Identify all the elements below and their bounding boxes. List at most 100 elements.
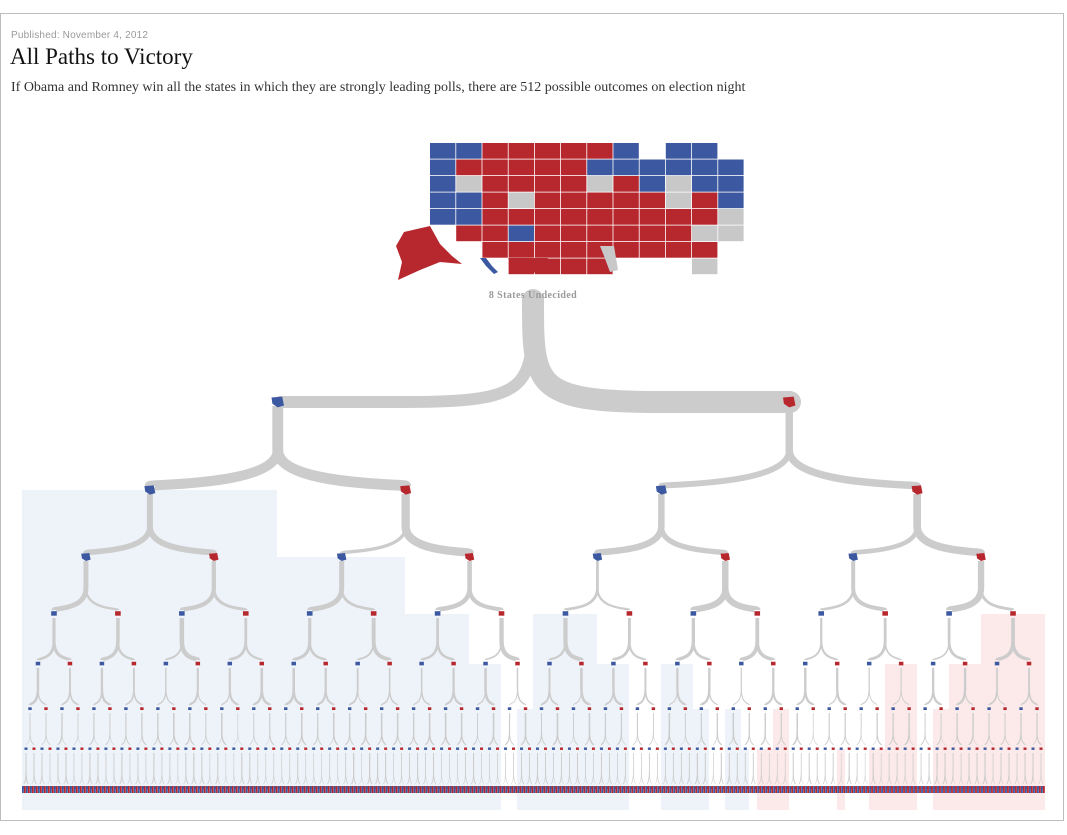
state-node-icon[interactable] [971,707,975,711]
state-node-icon[interactable] [410,786,414,789]
state-node-icon[interactable] [645,786,649,789]
state-node-icon[interactable] [62,786,66,789]
state-node-icon[interactable] [462,786,466,789]
state-node-icon[interactable] [28,707,32,711]
state-node-icon[interactable] [789,786,793,789]
state-node-icon[interactable] [355,661,360,666]
state-node-icon[interactable] [707,661,712,666]
state-node-icon[interactable] [737,786,741,789]
state-node-icon[interactable] [114,786,118,789]
state-node-icon[interactable] [911,485,923,495]
state-node-icon[interactable] [390,786,394,789]
state-node-icon[interactable] [270,786,274,789]
state-node-icon[interactable] [296,747,300,750]
state-node-icon[interactable] [811,707,815,711]
state-node-icon[interactable] [739,661,744,666]
state-node-icon[interactable] [250,786,254,789]
state-node-icon[interactable] [298,786,302,789]
state-node-icon[interactable] [216,747,220,750]
state-node-icon[interactable] [24,747,28,750]
state-node-icon[interactable] [502,786,506,789]
state-node-icon[interactable] [414,786,418,789]
state-node-icon[interactable] [685,786,689,789]
state-node-icon[interactable] [799,747,803,750]
state-node-icon[interactable] [515,661,520,666]
state-node-icon[interactable] [539,707,544,711]
state-node-icon[interactable] [613,786,617,789]
state-node-icon[interactable] [535,747,539,750]
state-node-icon[interactable] [42,786,46,789]
state-node-icon[interactable] [411,707,416,711]
state-node-icon[interactable] [392,747,396,750]
state-node-icon[interactable] [264,747,268,750]
state-node-icon[interactable] [482,786,486,789]
state-node-icon[interactable] [526,786,530,789]
state-node-icon[interactable] [767,747,771,750]
state-node-icon[interactable] [419,661,424,666]
state-node-icon[interactable] [639,747,643,750]
state-node-icon[interactable] [316,707,320,711]
state-node-icon[interactable] [571,707,576,711]
state-node-icon[interactable] [882,611,888,616]
state-node-icon[interactable] [268,707,272,711]
state-node-icon[interactable] [779,707,783,711]
state-node-icon[interactable] [866,661,872,666]
state-node-icon[interactable] [999,747,1003,750]
state-node-icon[interactable] [655,747,659,750]
state-node-icon[interactable] [839,747,843,750]
state-node-icon[interactable] [384,747,388,750]
state-node-icon[interactable] [565,786,569,789]
state-node-icon[interactable] [522,786,526,789]
state-node-icon[interactable] [593,786,597,789]
state-node-icon[interactable] [599,747,603,750]
state-node-icon[interactable] [655,485,667,495]
state-node-icon[interactable] [512,747,516,750]
state-node-icon[interactable] [993,786,997,789]
state-node-icon[interactable] [184,747,188,750]
state-node-icon[interactable] [965,786,969,789]
state-node-icon[interactable] [88,747,92,750]
state-node-icon[interactable] [382,786,386,789]
state-node-icon[interactable] [555,707,560,711]
state-node-icon[interactable] [1007,747,1011,750]
state-node-icon[interactable] [591,747,595,750]
state-node-icon[interactable] [1010,611,1016,616]
state-node-icon[interactable] [323,661,328,666]
state-node-icon[interactable] [402,786,406,789]
state-node-icon[interactable] [831,747,835,750]
state-node-icon[interactable] [472,747,476,750]
state-node-icon[interactable] [651,707,656,711]
state-node-icon[interactable] [220,707,224,711]
state-node-icon[interactable] [1033,786,1037,789]
state-node-icon[interactable] [943,747,947,750]
state-node-icon[interactable] [611,661,616,666]
state-node-icon[interactable] [491,707,496,711]
state-node-icon[interactable] [188,707,192,711]
state-node-icon[interactable] [833,786,837,789]
state-node-icon[interactable] [695,747,699,750]
state-node-icon[interactable] [376,747,380,750]
state-node-icon[interactable] [553,786,557,789]
state-node-icon[interactable] [791,747,795,750]
state-node-icon[interactable] [266,786,270,789]
state-node-icon[interactable] [657,786,661,789]
state-node-icon[interactable] [991,747,995,750]
state-node-icon[interactable] [238,786,242,789]
state-node-icon[interactable] [206,786,210,789]
state-node-icon[interactable] [483,661,488,666]
state-node-icon[interactable] [136,747,140,750]
state-node-icon[interactable] [312,747,316,750]
state-node-icon[interactable] [331,707,336,711]
state-node-icon[interactable] [144,747,148,750]
state-node-icon[interactable] [1035,707,1039,711]
state-node-icon[interactable] [179,611,185,616]
state-node-icon[interactable] [983,747,987,750]
state-node-icon[interactable] [913,786,917,789]
state-node-icon[interactable] [218,786,222,789]
state-node-icon[interactable] [227,661,233,666]
state-node-icon[interactable] [400,747,404,750]
state-node-icon[interactable] [172,707,176,711]
state-node-icon[interactable] [432,747,436,750]
state-node-icon[interactable] [669,786,673,789]
state-node-icon[interactable] [626,611,633,616]
